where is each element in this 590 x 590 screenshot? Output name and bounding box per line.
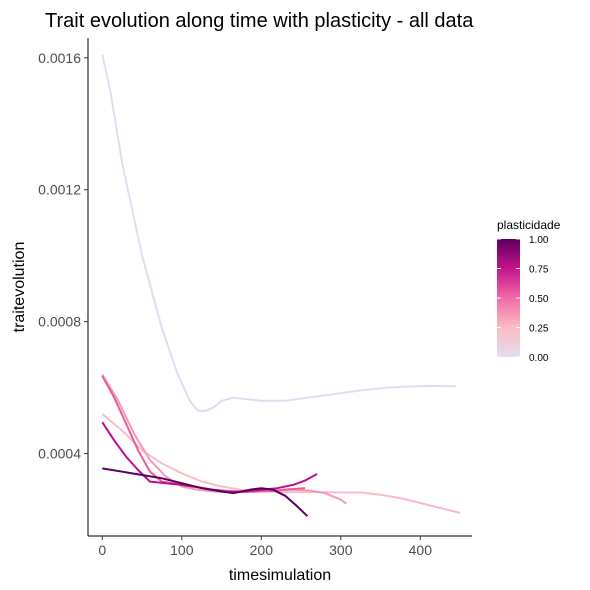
y-ticks: 0.0004 0.0008 0.0012 0.0016 — [38, 50, 88, 462]
x-axis-title: timesimulation — [229, 567, 331, 584]
legend-tick-label: 0.50 — [529, 294, 549, 305]
y-tick-label: 0.0016 — [38, 50, 81, 66]
y-tick-label: 0.0008 — [38, 314, 81, 330]
legend-tick-label: 0.25 — [529, 324, 549, 335]
legend-title: plasticidade — [497, 218, 561, 232]
legend-tick-label: 0.75 — [529, 265, 549, 276]
series-line-0 — [102, 55, 456, 411]
x-tick-label: 0 — [98, 542, 106, 558]
x-tick-label: 400 — [409, 542, 433, 558]
chart-title: Trait evolution along time with plastici… — [45, 10, 474, 32]
x-tick-label: 100 — [170, 542, 194, 558]
legend: plasticidade 0.00 0.25 0.50 0.75 1.00 — [497, 218, 561, 364]
y-tick-label: 0.0004 — [38, 446, 81, 462]
series-line-1 — [102, 414, 460, 513]
series-line-5 — [102, 468, 307, 516]
y-tick-label: 0.0012 — [38, 182, 81, 198]
plot-lines — [102, 55, 460, 517]
x-tick-label: 300 — [329, 542, 353, 558]
series-line-2 — [102, 374, 346, 503]
legend-tick-label: 1.00 — [529, 235, 549, 246]
x-ticks: 0 100 200 300 400 — [98, 536, 432, 558]
y-axis-title: traitevolution — [11, 242, 28, 333]
x-tick-label: 200 — [250, 542, 274, 558]
legend-tick-label: 0.00 — [529, 353, 549, 364]
